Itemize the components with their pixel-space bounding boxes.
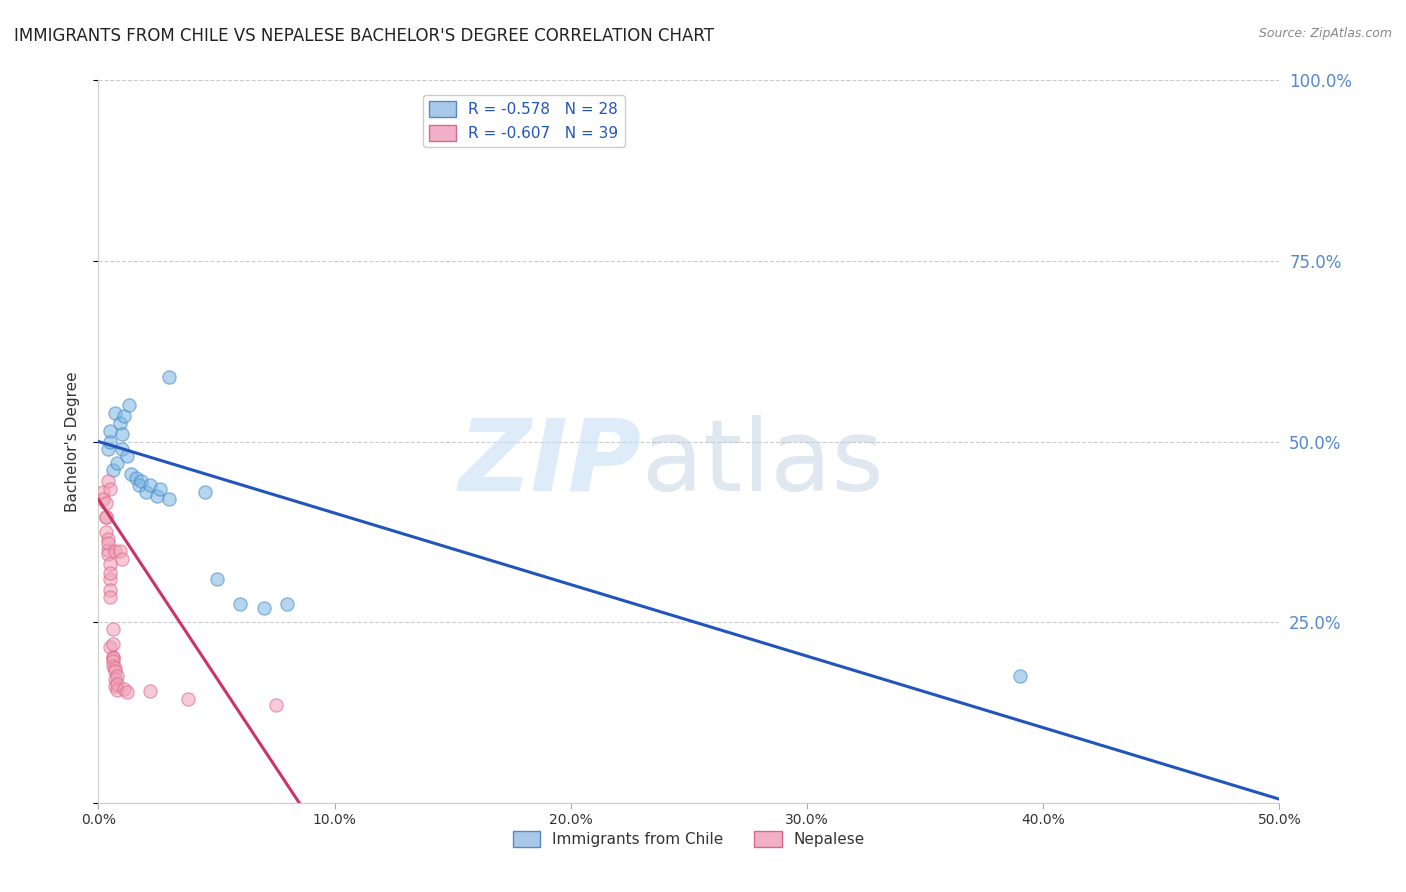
- Point: [229, 597, 252, 611]
- Point: [94, 524, 117, 539]
- Legend: Immigrants from Chile, Nepalese: Immigrants from Chile, Nepalese: [506, 825, 872, 853]
- Point: [194, 485, 217, 500]
- Point: [205, 572, 228, 586]
- Text: ZIP: ZIP: [458, 415, 641, 512]
- Point: [157, 492, 180, 507]
- Point: [104, 661, 127, 675]
- Point: [104, 544, 127, 558]
- Y-axis label: Bachelor's Degree: Bachelor's Degree: [65, 371, 80, 512]
- Point: [1008, 669, 1031, 683]
- Point: [177, 692, 200, 706]
- Point: [139, 683, 162, 698]
- Point: [98, 434, 121, 449]
- Point: [104, 679, 127, 693]
- Point: [91, 492, 114, 507]
- Point: [108, 544, 131, 558]
- Point: [105, 683, 128, 698]
- Point: [111, 551, 134, 566]
- Point: [101, 651, 124, 665]
- Point: [98, 640, 121, 655]
- Point: [108, 417, 131, 431]
- Text: IMMIGRANTS FROM CHILE VS NEPALESE BACHELOR'S DEGREE CORRELATION CHART: IMMIGRANTS FROM CHILE VS NEPALESE BACHEL…: [14, 27, 714, 45]
- Point: [112, 681, 135, 696]
- Point: [101, 649, 124, 664]
- Point: [121, 467, 143, 481]
- Point: [139, 478, 162, 492]
- Point: [98, 590, 121, 604]
- Point: [101, 654, 124, 668]
- Point: [98, 558, 121, 572]
- Point: [105, 456, 128, 470]
- Point: [115, 449, 138, 463]
- Point: [104, 672, 127, 686]
- Point: [98, 572, 121, 586]
- Point: [118, 398, 141, 412]
- Point: [101, 637, 124, 651]
- Point: [97, 535, 120, 549]
- Point: [115, 684, 138, 698]
- Point: [94, 510, 117, 524]
- Point: [97, 442, 120, 456]
- Point: [98, 424, 121, 438]
- Point: [97, 547, 120, 561]
- Point: [104, 665, 127, 679]
- Point: [149, 482, 172, 496]
- Point: [97, 475, 120, 489]
- Point: [97, 542, 120, 557]
- Text: atlas: atlas: [641, 415, 883, 512]
- Point: [105, 669, 128, 683]
- Point: [253, 600, 276, 615]
- Point: [128, 478, 150, 492]
- Point: [91, 485, 114, 500]
- Point: [112, 409, 135, 424]
- Point: [111, 442, 134, 456]
- Point: [157, 369, 180, 384]
- Point: [101, 658, 124, 673]
- Text: Source: ZipAtlas.com: Source: ZipAtlas.com: [1258, 27, 1392, 40]
- Point: [129, 475, 152, 489]
- Point: [98, 582, 121, 597]
- Point: [111, 427, 134, 442]
- Point: [276, 597, 298, 611]
- Point: [98, 482, 121, 496]
- Point: [105, 677, 128, 691]
- Point: [94, 510, 117, 524]
- Point: [101, 463, 124, 477]
- Point: [264, 698, 287, 713]
- Point: [101, 623, 124, 637]
- Point: [97, 532, 120, 546]
- Point: [125, 470, 148, 484]
- Point: [135, 485, 157, 500]
- Point: [104, 406, 127, 420]
- Point: [94, 496, 117, 510]
- Point: [146, 489, 169, 503]
- Point: [98, 566, 121, 580]
